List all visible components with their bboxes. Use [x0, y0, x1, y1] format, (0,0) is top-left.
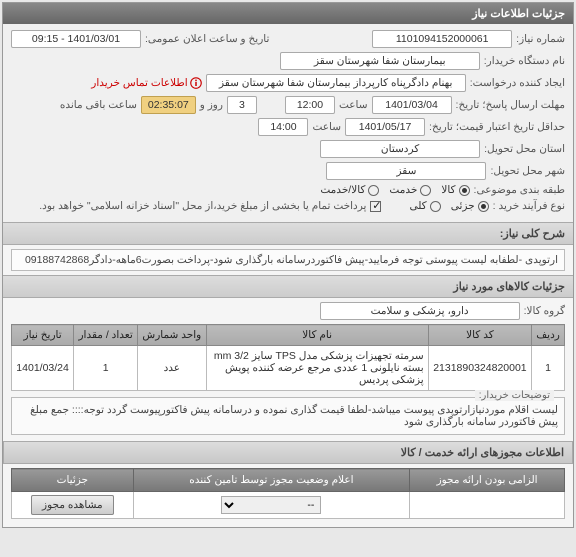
- td-name: سرمته تجهیزات پزشکی مدل TPS سایز 3/2 mm …: [206, 346, 428, 391]
- field-resp-date: 1401/03/04: [372, 96, 452, 114]
- category-group: کالا خدمت کالا/خدمت: [320, 184, 469, 196]
- td-mandatory: [410, 492, 565, 519]
- need-summary-title: شرح کلی نیاز:: [3, 222, 573, 245]
- th-details: جزئیات: [12, 469, 134, 492]
- label-resp-deadline: مهلت ارسال پاسخ؛ تاریخ:: [456, 99, 565, 111]
- th-row: ردیف: [532, 325, 565, 346]
- contact-link[interactable]: اطلاعات تماس خریدار: [91, 77, 201, 89]
- permits-header-row: الزامی بودن ارائه مجوز اعلام وضعیت مجوز …: [12, 469, 565, 492]
- status-select[interactable]: --: [221, 496, 321, 514]
- td-unit: عدد: [138, 346, 207, 391]
- table-row[interactable]: 1 2131890324820001 سرمته تجهیزات پزشکی م…: [12, 346, 565, 391]
- field-requester: بهنام دادگرپناه کارپرداز بیمارستان شفا ش…: [206, 74, 466, 92]
- purchase-group: جزئی کلی: [409, 200, 488, 212]
- label-req-no: شماره نیاز:: [516, 33, 565, 45]
- radio-icon: [420, 185, 431, 196]
- field-resp-days: 3: [227, 96, 257, 114]
- permits-panel: اطلاعات مجوزهای ارائه خدمت / کالا الزامی…: [3, 441, 573, 519]
- td-qty: 1: [74, 346, 138, 391]
- radio-both[interactable]: کالا/خدمت: [320, 184, 379, 196]
- field-province: کردستان: [320, 140, 480, 158]
- buyer-note: توضیحات خریدار: لیست اقلام موردنیازارتوپ…: [11, 397, 565, 435]
- radio-icon: [368, 185, 379, 196]
- field-valid-hour: 14:00: [258, 118, 308, 136]
- th-unit: واحد شمارش: [138, 325, 207, 346]
- label-hour1: ساعت: [339, 99, 368, 111]
- th-name: نام کالا: [206, 325, 428, 346]
- view-permit-button[interactable]: مشاهده مجوز: [31, 495, 114, 515]
- info-icon: [190, 77, 202, 89]
- label-requester: ایجاد کننده درخواست:: [470, 77, 565, 89]
- buyer-note-text: لیست اقلام موردنیازارتوپدی پیوست میباشد-…: [30, 404, 558, 428]
- payment-note: پرداخت تمام یا بخشی از مبلغ خرید،از محل …: [39, 200, 366, 212]
- payment-checkbox[interactable]: [370, 201, 381, 212]
- td-details: مشاهده مجوز: [12, 492, 134, 519]
- permits-table: الزامی بودن ارائه مجوز اعلام وضعیت مجوز …: [11, 468, 565, 519]
- field-group: دارو، پزشکی و سلامت: [320, 302, 520, 320]
- field-valid-date: 1401/05/17: [345, 118, 425, 136]
- field-req-no: 1101094152000061: [372, 30, 512, 48]
- radio-icon: [478, 201, 489, 212]
- need-summary-text: ارتوپدی -لطفابه لیست پیوستی توجه فرمایید…: [11, 249, 565, 271]
- field-pub-datetime: 1401/03/01 - 09:15: [11, 30, 141, 48]
- panel-title: جزئیات اطلاعات نیاز: [3, 3, 573, 24]
- th-mandatory: الزامی بودن ارائه مجوز: [410, 469, 565, 492]
- label-group: گروه کالا:: [524, 305, 565, 317]
- label-remain: ساعت باقی مانده: [60, 99, 137, 111]
- table-header-row: ردیف کد کالا نام کالا واحد شمارش تعداد /…: [12, 325, 565, 346]
- form-area: شماره نیاز: 1101094152000061 تاریخ و ساع…: [3, 24, 573, 222]
- td-code: 2131890324820001: [428, 346, 531, 391]
- label-hour2: ساعت: [312, 121, 341, 133]
- label-buyer-org: نام دستگاه خریدار:: [484, 55, 565, 67]
- td-status: --: [133, 492, 410, 519]
- field-city: سقز: [326, 162, 486, 180]
- contact-text: اطلاعات تماس خریدار: [91, 77, 187, 89]
- label-purchase-type: نوع فرآیند خرید :: [493, 200, 565, 212]
- radio-jozi[interactable]: جزئی: [451, 200, 489, 212]
- main-panel: جزئیات اطلاعات نیاز شماره نیاز: 11010941…: [2, 2, 574, 528]
- th-qty: تعداد / مقدار: [74, 325, 138, 346]
- label-valid-until: حداقل تاریخ اعتبار قیمت؛ تاریخ:: [429, 121, 565, 133]
- label-category: طبقه بندی موضوعی:: [474, 184, 565, 196]
- countdown: 02:35:07: [141, 96, 196, 114]
- radio-koli[interactable]: کلی: [409, 200, 440, 212]
- radio-kala[interactable]: کالا: [441, 184, 469, 196]
- td-date: 1401/03/24: [12, 346, 74, 391]
- label-pub-datetime: تاریخ و ساعت اعلان عمومی:: [145, 33, 269, 45]
- buyer-note-label: توضیحات خریدار:: [475, 390, 554, 401]
- radio-khedmat[interactable]: خدمت: [389, 184, 431, 196]
- field-resp-hour: 12:00: [285, 96, 335, 114]
- items-section-title: جزئیات کالاهای مورد نیاز: [3, 275, 573, 298]
- radio-icon: [459, 185, 470, 196]
- label-days: روز و: [200, 99, 223, 111]
- th-code: کد کالا: [428, 325, 531, 346]
- radio-icon: [430, 201, 441, 212]
- label-city: شهر محل تحویل:: [490, 165, 565, 177]
- th-status: اعلام وضعیت مجوز توسط تامین کننده: [133, 469, 410, 492]
- items-table: ردیف کد کالا نام کالا واحد شمارش تعداد /…: [11, 324, 565, 391]
- th-date: تاریخ نیاز: [12, 325, 74, 346]
- field-buyer-org: بیمارستان شفا شهرستان سقز: [280, 52, 480, 70]
- permits-title: اطلاعات مجوزهای ارائه خدمت / کالا: [3, 441, 573, 464]
- permits-row: -- مشاهده مجوز: [12, 492, 565, 519]
- td-row: 1: [532, 346, 565, 391]
- label-province: استان محل تحویل:: [484, 143, 565, 155]
